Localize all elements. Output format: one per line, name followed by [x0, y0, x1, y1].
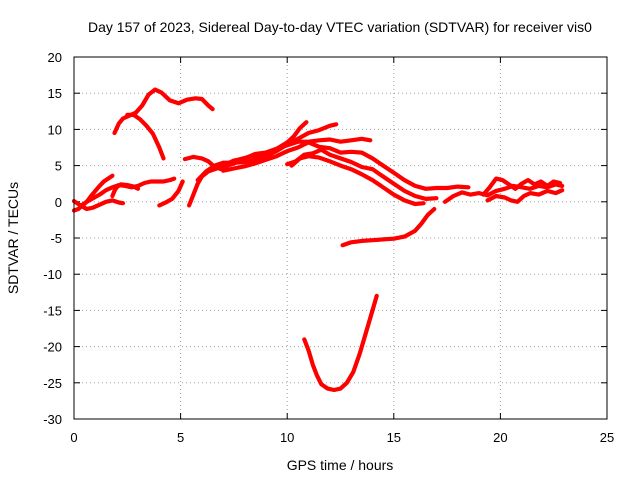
- y-tick-label: -20: [43, 340, 62, 355]
- y-tick-label: -30: [43, 412, 62, 427]
- series-line-track-r: [485, 188, 565, 204]
- y-tick-label: -15: [43, 303, 62, 318]
- series-line-track-o: [302, 293, 379, 393]
- series-line-track-d: [110, 182, 141, 199]
- x-axis-label: GPS time / hours: [287, 457, 394, 473]
- x-tick-label: 0: [70, 430, 77, 445]
- x-tick-label: 20: [493, 430, 507, 445]
- grid-lines: [74, 57, 607, 419]
- y-tick-label: 10: [48, 122, 62, 137]
- y-tick-label: -25: [43, 376, 62, 391]
- y-tick-label: -10: [43, 267, 62, 282]
- y-tick-label: -5: [50, 231, 62, 246]
- axis-ticks: 0 5 10 15 20 25 -30 -25 -20 -15 -10 -5 0 5 10 15 20: [43, 50, 614, 445]
- series-line-track-f: [112, 87, 215, 136]
- y-axis-label: SDTVAR / TECUs: [5, 182, 21, 294]
- series-line-track-q: [481, 176, 563, 197]
- chart-title: Day 157 of 2023, Sidereal Day-to-day VTE…: [88, 19, 592, 35]
- series-line-track-e: [157, 179, 185, 208]
- plot-series: [71, 87, 565, 393]
- series-line-track-j: [195, 136, 373, 183]
- x-tick-label: 25: [600, 430, 614, 445]
- plot-frame: [73, 56, 608, 420]
- series-line-track-g: [125, 112, 166, 161]
- x-tick-label: 10: [280, 430, 294, 445]
- series-line-track-l: [285, 147, 439, 201]
- series-line-track-p: [442, 182, 565, 204]
- y-tick-label: 0: [55, 195, 62, 210]
- y-tick-label: 5: [55, 159, 62, 174]
- series-line-track-k: [221, 140, 471, 191]
- y-tick-label: 20: [48, 50, 62, 65]
- x-tick-label: 15: [387, 430, 401, 445]
- series-line-track-i: [182, 122, 339, 172]
- series-line-track-m: [289, 154, 426, 207]
- y-tick-label: 15: [48, 86, 62, 101]
- series-line-track-n: [340, 206, 437, 248]
- x-tick-label: 5: [177, 430, 184, 445]
